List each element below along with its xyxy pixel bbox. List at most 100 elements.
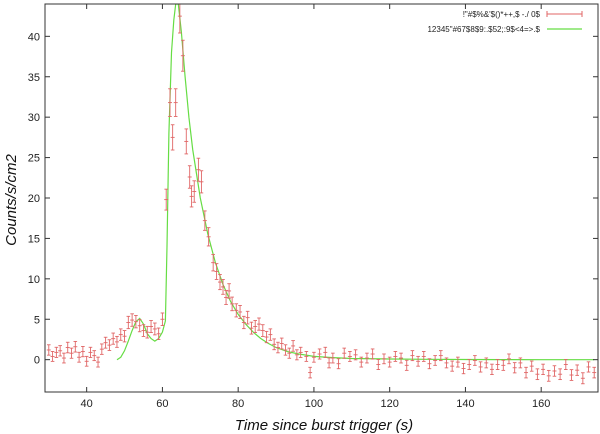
- data-point: [323, 346, 328, 358]
- data-point: [214, 263, 219, 280]
- data-point: [427, 358, 432, 370]
- data-point: [217, 274, 222, 291]
- y-tick-label: 20: [28, 193, 40, 205]
- data-point: [524, 366, 529, 379]
- data-point: [187, 165, 192, 189]
- y-tick-label: 25: [28, 153, 40, 165]
- data-point: [199, 170, 204, 194]
- data-point: [189, 185, 194, 208]
- data-point: [184, 128, 189, 155]
- data-point: [416, 355, 421, 367]
- data-point: [227, 283, 232, 299]
- data-point: [234, 303, 239, 318]
- data-point: [558, 368, 563, 381]
- series-data-points: [46, 4, 597, 385]
- y-tick-label: 0: [34, 355, 40, 367]
- axes: [44, 3, 599, 393]
- data-point: [196, 157, 201, 182]
- data-point: [370, 348, 375, 360]
- data-point: [353, 349, 358, 361]
- data-point: [224, 289, 229, 305]
- data-point: [107, 339, 112, 351]
- series-model-line: [116, 4, 595, 361]
- data-point: [80, 346, 85, 358]
- x-tick-label: 80: [232, 398, 244, 410]
- y-tick-label: 10: [28, 274, 40, 286]
- data-point: [506, 353, 511, 365]
- data-point: [211, 253, 216, 272]
- data-point: [580, 372, 585, 385]
- data-point: [433, 355, 438, 366]
- data-point: [484, 357, 489, 369]
- plot-frame: [44, 3, 599, 393]
- data-point: [535, 368, 540, 381]
- data-point: [592, 366, 597, 379]
- data-point: [118, 328, 123, 341]
- data-point: [308, 366, 313, 379]
- data-point: [327, 357, 332, 369]
- data-point: [586, 361, 591, 373]
- legend: !"#$%&'$()*++,$ -./ 0$ 12345"#67$8$9:.$5…: [427, 10, 583, 34]
- data-point: [180, 39, 185, 72]
- data-point: [65, 341, 70, 354]
- data-point: [546, 369, 551, 382]
- data-point: [529, 360, 534, 372]
- data-point: [347, 351, 352, 362]
- x-axis-ticks: 40 60 80 100 120 140 160: [81, 4, 550, 410]
- data-point: [221, 279, 226, 295]
- data-point: [438, 350, 443, 362]
- data-point: [336, 358, 341, 370]
- data-point: [77, 351, 82, 363]
- data-point: [137, 319, 142, 333]
- data-point: [245, 310, 250, 325]
- data-point: [478, 361, 483, 373]
- data-point: [268, 328, 273, 341]
- data-point: [489, 363, 494, 376]
- data-point: [444, 357, 449, 369]
- data-point: [202, 210, 207, 231]
- data-point: [381, 353, 386, 365]
- data-point: [238, 305, 243, 319]
- data-point: [512, 362, 517, 374]
- data-point: [472, 355, 477, 366]
- data-point: [206, 227, 211, 247]
- data-point: [304, 351, 309, 362]
- data-point: [133, 315, 138, 329]
- data-point: [518, 357, 523, 369]
- y-tick-label: 15: [28, 233, 40, 245]
- data-point: [495, 359, 500, 370]
- data-point: [275, 341, 280, 354]
- data-point: [253, 320, 258, 333]
- y-axis-ticks: 0 5 10 15 20 25 30 35 40: [28, 31, 598, 367]
- data-point: [575, 364, 580, 376]
- y-tick-label: 35: [28, 72, 40, 84]
- legend-label-model: 12345"#67$8$9:.$52;:9$<4=>.$: [427, 25, 540, 34]
- data-point: [54, 346, 59, 358]
- data-point: [359, 356, 364, 368]
- data-point: [173, 88, 178, 117]
- data-point: [241, 315, 246, 330]
- data-point: [160, 312, 165, 326]
- data-point: [92, 350, 97, 362]
- data-point: [99, 343, 104, 355]
- data-point: [122, 330, 127, 343]
- data-point: [50, 351, 55, 362]
- data-point: [84, 355, 89, 367]
- data-point: [569, 369, 574, 381]
- legend-label-data: !"#$%&'$()*++,$ -./ 0$: [463, 10, 541, 19]
- data-point: [387, 356, 392, 368]
- data-point: [149, 320, 154, 333]
- data-point: [230, 296, 235, 312]
- data-point: [298, 346, 303, 358]
- data-point: [294, 349, 299, 361]
- data-point: [177, 4, 182, 34]
- y-tick-label: 40: [28, 31, 40, 43]
- data-point: [311, 351, 316, 363]
- data-point: [393, 351, 398, 362]
- data-point: [364, 352, 369, 364]
- data-point: [455, 356, 460, 368]
- data-point: [167, 88, 172, 117]
- data-point: [450, 360, 455, 372]
- data-point: [342, 347, 347, 359]
